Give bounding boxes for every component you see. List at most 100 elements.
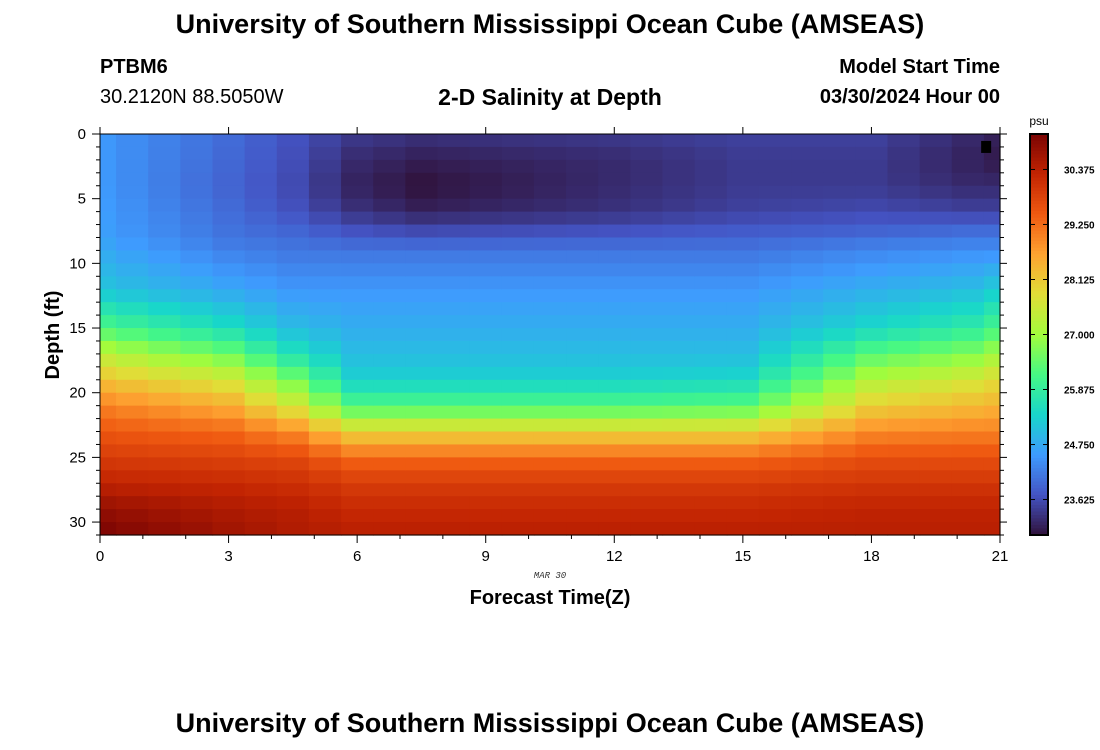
- heatmap-cell: [855, 483, 889, 497]
- heatmap-cell: [116, 379, 149, 394]
- heatmap-cell: [823, 263, 856, 277]
- heatmap-cell: [100, 457, 117, 471]
- heatmap-cell: [212, 392, 246, 407]
- heatmap-cell: [276, 444, 310, 458]
- heatmap-cell: [148, 470, 181, 484]
- heatmap-cell: [437, 444, 471, 458]
- heatmap-cell: [276, 509, 310, 523]
- heatmap-cell: [501, 172, 535, 187]
- heatmap-cell: [983, 198, 1001, 213]
- heatmap-cell: [951, 289, 985, 303]
- colorbar-segment: [1030, 244, 1048, 249]
- heatmap-cell: [405, 159, 439, 174]
- heatmap-cell: [791, 146, 824, 161]
- heatmap-cell: [212, 172, 246, 187]
- heatmap-cell: [180, 509, 214, 523]
- colorbar-segment: [1030, 504, 1048, 509]
- heatmap-cell: [726, 457, 760, 471]
- heatmap-cell: [501, 496, 535, 510]
- heatmap-cell: [244, 522, 278, 536]
- heatmap-cell: [758, 470, 792, 484]
- heatmap-cell: [469, 315, 503, 329]
- heatmap-cell: [308, 146, 342, 161]
- heatmap-cell: [373, 250, 406, 264]
- heatmap-cell: [791, 224, 824, 239]
- heatmap-cell: [180, 289, 214, 303]
- heatmap-cell: [951, 340, 985, 355]
- heatmap-cell: [373, 172, 406, 187]
- heatmap-cell: [726, 379, 760, 394]
- heatmap-cell: [116, 263, 149, 277]
- heatmap-cell: [373, 237, 406, 252]
- heatmap-cell: [566, 496, 599, 510]
- heatmap-cell: [662, 457, 696, 471]
- colorbar-segment: [1030, 291, 1048, 295]
- heatmap-cell: [630, 185, 664, 200]
- heatmap-cell: [212, 185, 246, 200]
- x-tick-label: 18: [863, 548, 880, 565]
- heatmap-cell: [855, 431, 889, 446]
- heatmap-cell: [951, 379, 985, 394]
- heatmap-cell: [437, 211, 471, 226]
- colorbar-segment: [1030, 374, 1048, 379]
- colorbar-segment: [1030, 411, 1048, 416]
- heatmap-cell: [533, 366, 567, 381]
- heatmap-cell: [694, 509, 728, 523]
- heatmap-cell: [598, 431, 631, 446]
- heatmap-cell: [598, 211, 631, 226]
- heatmap-cell: [100, 392, 117, 407]
- heatmap-cell: [148, 198, 181, 213]
- heatmap-cell: [887, 328, 921, 342]
- heatmap-cell: [405, 263, 439, 277]
- colorbar-segment: [1030, 317, 1048, 322]
- heatmap-cell: [919, 457, 953, 471]
- colorbar-segment: [1030, 297, 1048, 302]
- colorbar-segment: [1030, 230, 1048, 235]
- heatmap-cell: [758, 496, 792, 510]
- heatmap-cell: [116, 496, 149, 510]
- heatmap-cell: [598, 340, 631, 355]
- heatmap-cell: [437, 328, 471, 342]
- footer-title: University of Southern Mississippi Ocean…: [175, 708, 925, 738]
- heatmap-cell: [662, 172, 696, 187]
- heatmap-cell: [100, 198, 117, 213]
- heatmap-cell: [758, 159, 792, 174]
- heatmap-cell: [276, 418, 310, 433]
- heatmap-cell: [437, 470, 471, 484]
- heatmap-cell: [405, 340, 439, 355]
- heatmap-cell: [694, 134, 728, 148]
- colorbar-segment: [1030, 418, 1048, 422]
- heatmap-cell: [116, 159, 149, 174]
- heatmap-cell: [983, 496, 1001, 510]
- heatmap-cell: [308, 457, 342, 471]
- heatmap-cell: [823, 134, 856, 148]
- station-marker: [981, 140, 992, 153]
- heatmap-cell: [405, 483, 439, 497]
- heatmap-cell: [244, 470, 278, 484]
- heatmap-cell: [662, 276, 696, 290]
- heatmap-cell: [598, 237, 631, 252]
- heatmap-cell: [405, 185, 439, 200]
- colorbar-segment: [1030, 337, 1048, 342]
- heatmap-cell: [758, 379, 792, 394]
- heatmap-cell: [887, 237, 921, 252]
- heatmap-cell: [180, 172, 214, 187]
- colorbar-segment: [1030, 384, 1048, 389]
- heatmap-cell: [726, 522, 760, 536]
- heatmap-cell: [983, 289, 1001, 303]
- heatmap-cell: [341, 522, 374, 536]
- heatmap-cell: [341, 276, 374, 290]
- heatmap-cell: [341, 224, 374, 239]
- heatmap-cell: [469, 159, 503, 174]
- heatmap-cell: [116, 172, 149, 187]
- heatmap-cell: [598, 250, 631, 264]
- heatmap-cell: [244, 302, 278, 316]
- heatmap-cell: [276, 211, 310, 226]
- heatmap-cell: [919, 496, 953, 510]
- heatmap-cell: [694, 470, 728, 484]
- heatmap-cell: [533, 457, 567, 471]
- heatmap-cell: [855, 263, 889, 277]
- heatmap-cell: [566, 444, 599, 458]
- colorbar-segment: [1030, 361, 1048, 366]
